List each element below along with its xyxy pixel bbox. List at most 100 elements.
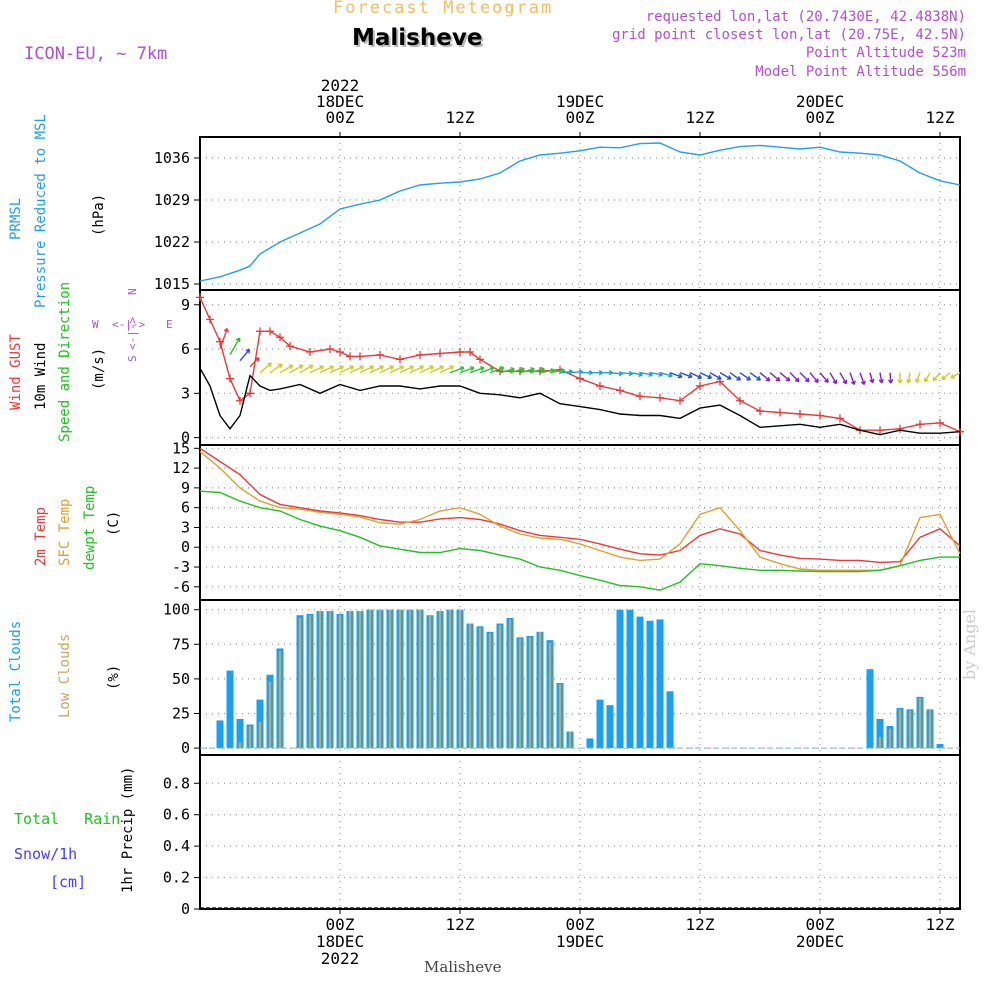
wind-direction-arrowhead — [697, 374, 702, 380]
gust-marker — [256, 327, 264, 336]
wind-direction-arrow — [829, 372, 837, 384]
wind-direction-arrow — [619, 371, 633, 375]
wind-direction-arrow — [719, 372, 732, 380]
wind-direction-arrow — [439, 365, 454, 374]
wind-direction-arrow — [941, 372, 951, 380]
bottom-time-label: 12Z — [686, 915, 715, 934]
pressure-line — [199, 142, 961, 282]
total-cloud-bar — [236, 719, 244, 749]
wind-direction-arrowhead — [379, 365, 384, 371]
wind-direction-arrowhead — [439, 365, 444, 371]
wind-direction-arrowhead — [941, 375, 947, 381]
gust-marker — [896, 424, 904, 433]
wind-direction-arrow — [709, 372, 722, 380]
wind-direction-arrowhead — [914, 378, 920, 383]
low-cloud-bar — [878, 737, 882, 749]
gust-marker — [286, 342, 294, 351]
panel-frame-pressure — [199, 136, 961, 291]
wind-direction-arrowhead — [832, 379, 838, 385]
wind-direction-arrowhead — [540, 367, 545, 373]
ytick-label-precip: 0 — [181, 900, 190, 918]
wind-direction-arrow — [529, 368, 545, 374]
low-cloud-bar — [498, 624, 502, 749]
wind-direction-arrow — [749, 372, 761, 381]
wind-direction-arrowhead — [716, 375, 722, 380]
low-cloud-bar — [458, 609, 462, 749]
wind-direction-arrow — [379, 365, 394, 374]
total-cloud-bar — [606, 705, 614, 749]
ytick-label-clouds: 0 — [181, 739, 190, 757]
gust-marker — [326, 345, 334, 354]
wind-direction-arrow — [907, 372, 911, 384]
gust-line — [199, 297, 961, 433]
wind-direction-arrowhead — [687, 373, 693, 379]
low-cloud-bar — [308, 615, 312, 749]
ytick-label-temperature: -6 — [172, 578, 190, 596]
wind-direction-arrow — [869, 372, 874, 383]
low-cloud-bar — [378, 609, 382, 749]
total-cloud-bar — [866, 669, 874, 749]
ytick-label-wind: 6 — [181, 340, 190, 358]
low-cloud-bar — [238, 742, 242, 749]
wind-direction-arrowhead — [235, 337, 241, 343]
wind-direction-arrowhead — [469, 366, 475, 372]
wind-direction-arrow — [399, 365, 414, 374]
total-cloud-bar — [646, 620, 654, 749]
wind-direction-arrow — [359, 365, 374, 374]
temp-2m-line — [199, 447, 961, 564]
wind-direction-arrowhead — [479, 366, 485, 372]
gust-marker — [416, 350, 424, 359]
low-cloud-bar — [398, 609, 402, 749]
top-time-label: 2022 — [321, 76, 360, 95]
ytick-label-temperature: 3 — [181, 518, 190, 536]
wind-direction-arrowhead — [339, 365, 344, 371]
wind-direction-arrowhead — [932, 376, 938, 382]
gust-marker — [476, 355, 484, 364]
model-altitude: Model Point Altitude 556m — [755, 64, 966, 80]
low-cloud-bar — [918, 698, 922, 749]
low-cloud-bar — [488, 633, 492, 749]
low-cloud-bar — [888, 728, 892, 749]
wind-direction-arrow — [915, 372, 921, 383]
top-time-label: 12Z — [686, 108, 715, 127]
wind-direction-arrow — [639, 371, 653, 376]
wind-direction-arrowhead — [510, 367, 515, 373]
gust-marker — [396, 355, 404, 364]
ytick-label-wind: 3 — [181, 384, 190, 402]
wind-direction-arrow — [329, 365, 344, 374]
low-cloud-bar — [518, 638, 522, 749]
gust-marker — [306, 348, 314, 356]
wind-direction-arrow — [499, 368, 515, 374]
low-cloud-bar — [538, 631, 542, 749]
ytick-label-temperature: 12 — [172, 459, 190, 477]
wind-direction-arrow — [459, 366, 475, 374]
ytick-label-clouds: 100 — [163, 601, 190, 619]
low-cloud-bar — [278, 651, 282, 749]
ytick-label-clouds: 75 — [172, 635, 190, 653]
gust-marker — [596, 381, 604, 390]
total-cloud-bar — [596, 699, 604, 749]
wind-direction-arrowhead — [520, 367, 525, 373]
wind-direction-arrowhead — [897, 379, 903, 384]
low-cloud-bar — [478, 627, 482, 749]
low-cloud-bar — [258, 721, 262, 749]
ytick-label-wind: 0 — [181, 429, 190, 447]
wind-direction-arrow — [469, 366, 485, 374]
wind-direction-arrowhead — [736, 375, 741, 381]
low-cloud-bar — [338, 615, 342, 749]
wind-direction-arrowhead — [804, 377, 810, 383]
wind-direction-arrow — [519, 368, 535, 374]
wind-direction-arrowhead — [298, 364, 304, 370]
gust-marker — [796, 410, 804, 418]
gust-marker — [436, 349, 444, 358]
gust-marker — [576, 374, 584, 383]
wind-direction-arrowhead — [850, 380, 856, 386]
ytick-label-clouds: 25 — [172, 704, 190, 722]
wind-direction-arrow — [839, 372, 847, 384]
product-title: Forecast Meteogram — [333, 0, 554, 18]
ytick-label-pressure: 1029 — [154, 191, 190, 209]
low-cloud-bar — [318, 611, 322, 749]
wind-direction-arrowhead — [648, 371, 653, 377]
top-time-label: 20DEC — [796, 92, 844, 111]
wind-direction-arrow — [219, 328, 228, 349]
